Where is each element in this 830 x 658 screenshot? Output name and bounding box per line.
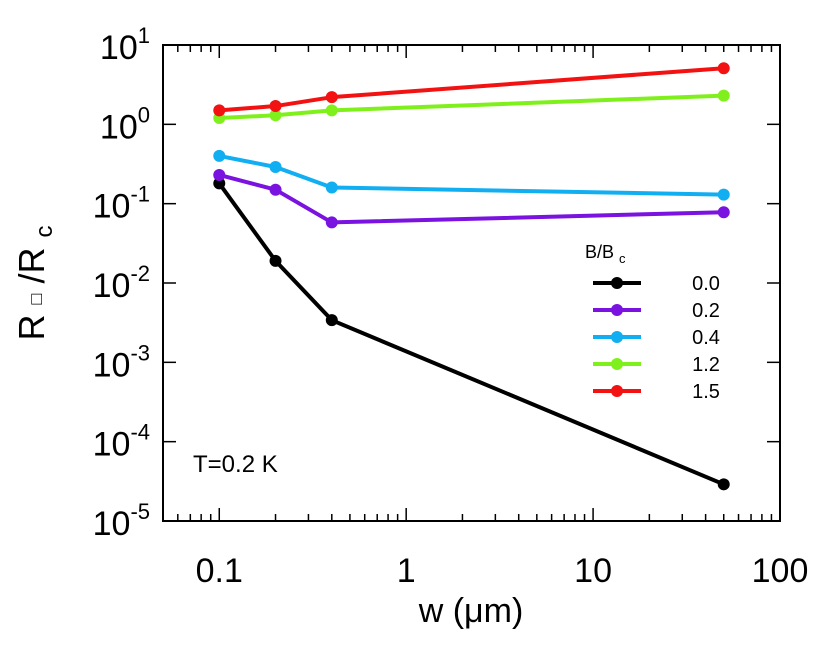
y-tick-label-exponent: -3 [130,340,150,365]
data-point-0.0 [213,177,226,190]
y-axis-label: R □ /R c [9,226,58,341]
series-line-0.4 [218,153,724,197]
legend-label: 1.2 [692,354,720,376]
legend-label: 1.5 [692,381,720,403]
y-axis-label-sub: c [31,226,58,238]
y-tick-label-base: 10 [100,108,138,146]
series-line-1.2 [219,93,724,121]
legend-label: 0.4 [692,327,720,349]
x-tick-label: 1 [397,552,416,590]
y-tick-label: 10-4 [93,420,150,464]
data-point-1.5 [717,62,730,75]
legend-swatch-marker [611,331,623,343]
x-tick-label: 0.1 [196,552,243,590]
data-point-0.2 [325,216,338,229]
data-point-0.2 [213,168,226,181]
y-tick-label-exponent: 1 [138,23,150,48]
y-tick-label: 10-5 [93,499,150,543]
data-point-1.5 [213,104,226,117]
legend-label: 0.0 [692,273,720,295]
data-point-1.5 [269,100,282,113]
legend-title-sub: c [619,251,626,266]
y-tick-label-exponent: -1 [130,182,150,207]
legend: B/B c 0.0 0.2 0.4 1.2 1.5 [585,242,720,403]
data-point-1.5 [325,91,338,104]
legend-swatch-marker [611,385,623,397]
data-point-0.2 [717,206,730,219]
data-point-0.0 [269,254,282,267]
y-tick-label-base: 10 [93,426,131,464]
y-tick-label-exponent: 0 [138,102,150,127]
x-axis-label: w (μm) [418,592,524,630]
y-tick-label: 100 [100,102,150,146]
y-axis-label-main: R [11,314,52,340]
data-point-0.2 [269,183,282,196]
data-point-0.4 [325,181,338,194]
data-point-1.2 [325,104,338,117]
y-tick-label-base: 10 [93,346,131,384]
legend-title-main: B/B [585,242,614,262]
data-point-1.2 [269,109,282,122]
legend-swatch-marker [611,304,623,316]
series-line-0.2 [218,173,724,225]
y-tick-label: 10-2 [93,261,150,305]
y-tick-label-base: 10 [100,29,138,67]
y-tick-label-exponent: -5 [130,499,150,524]
x-tick-label: 100 [752,552,809,590]
y-tick-label: 10-1 [93,182,150,226]
y-tick-label-exponent: -4 [130,420,150,445]
y-axis-label-slash: /R [11,248,52,284]
y-tick-label-exponent: -2 [130,261,150,286]
y-tick-label: 101 [100,23,150,67]
series-line-1.5 [219,66,724,113]
data-point-0.0 [325,314,338,327]
x-axis-ticks: 0.1 1 10 100 [162,45,809,590]
data-point-0.4 [269,160,282,173]
data-point-0.4 [213,149,226,162]
data-point-0.0 [717,478,730,491]
y-tick-label-base: 10 [93,188,131,226]
legend-items: 0.0 0.2 0.4 1.2 1.5 [593,273,720,403]
y-tick-label-base: 10 [93,267,131,305]
legend-swatch-marker [611,277,623,289]
x-tick-label: 10 [574,552,612,590]
y-axis-label-square: □ [26,293,46,304]
legend-swatch-marker [611,358,623,370]
data-point-0.4 [717,188,730,201]
series-line-0.0 [217,182,725,487]
legend-label: 0.2 [692,300,720,322]
y-tick-label: 10-3 [93,340,150,384]
data-point-1.2 [717,89,730,102]
series-layer [213,62,730,491]
annotation-temperature: T=0.2 K [193,451,278,478]
legend-title: B/B c [585,242,626,266]
y-tick-label-base: 10 [93,505,131,543]
